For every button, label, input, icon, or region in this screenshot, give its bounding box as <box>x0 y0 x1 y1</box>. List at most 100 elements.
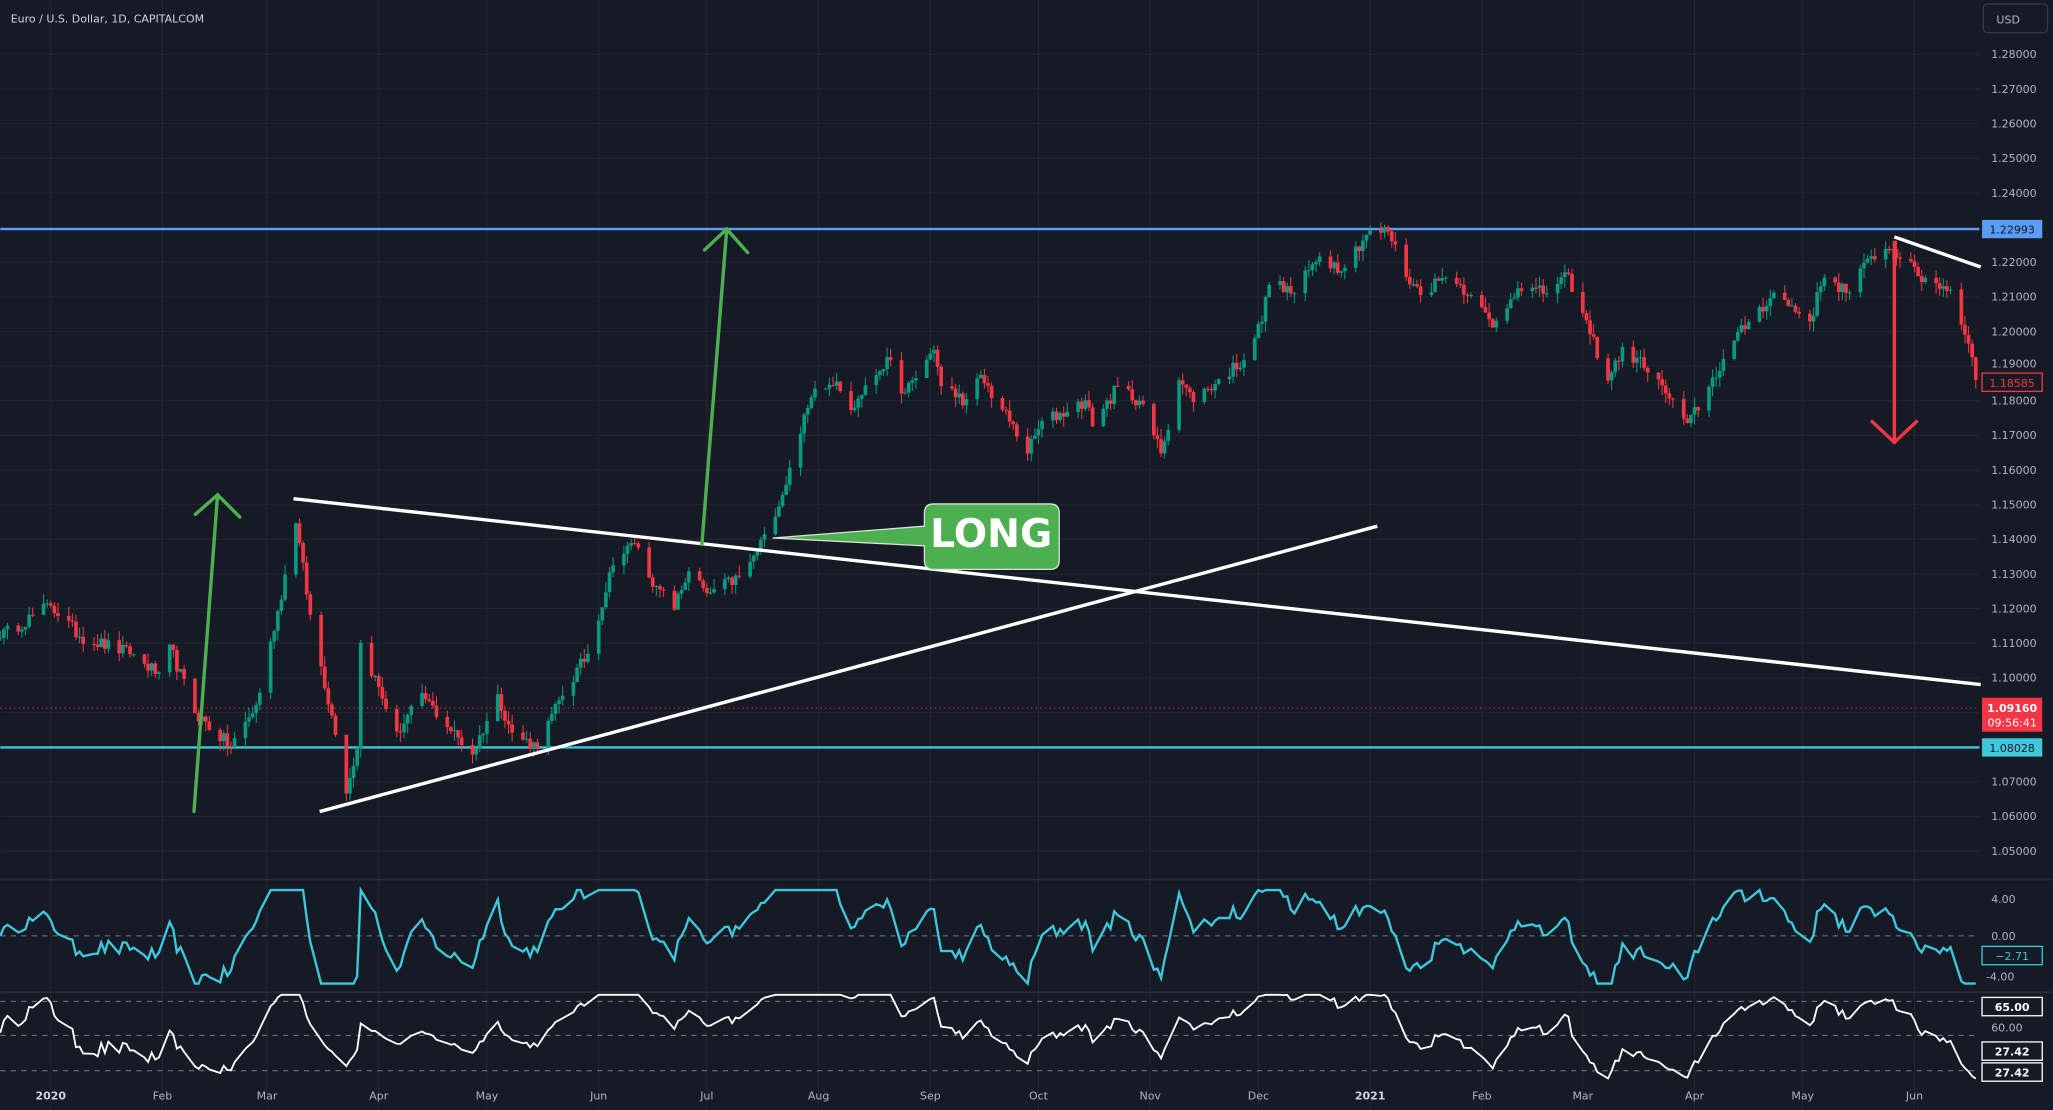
candle <box>149 662 154 676</box>
candle <box>1112 385 1117 409</box>
candle <box>1732 340 1737 361</box>
candle <box>495 684 500 722</box>
candle <box>1555 276 1560 304</box>
candle <box>503 705 507 729</box>
candle <box>1040 417 1044 438</box>
candle <box>1822 274 1827 292</box>
candle <box>885 347 889 377</box>
candle <box>77 627 82 644</box>
candle <box>1267 282 1272 298</box>
candle <box>485 712 489 744</box>
candle <box>553 701 558 721</box>
candle <box>874 369 879 394</box>
candle <box>928 348 933 361</box>
candle <box>831 376 835 387</box>
candle <box>1353 241 1358 273</box>
candle <box>1216 378 1221 386</box>
candle <box>632 536 637 546</box>
candle <box>225 724 230 757</box>
candle <box>1260 315 1264 333</box>
candle <box>66 607 71 629</box>
candle <box>358 639 363 758</box>
candle <box>1909 252 1913 263</box>
candle <box>1793 303 1798 314</box>
candle <box>1541 279 1545 303</box>
candle <box>1530 283 1535 298</box>
candle <box>16 623 21 636</box>
svg-text:27.42: 27.42 <box>1995 1046 2030 1059</box>
candle <box>1790 297 1794 307</box>
candle <box>351 757 356 788</box>
candle <box>207 715 212 732</box>
candle <box>1739 319 1744 334</box>
candle <box>524 731 529 744</box>
candle <box>394 704 399 738</box>
candle <box>1133 399 1138 411</box>
price-tick: 1.16000 <box>1991 464 2036 477</box>
candle <box>1811 307 1816 332</box>
candle <box>182 664 186 686</box>
candle <box>924 355 929 379</box>
candle <box>1660 369 1664 396</box>
oscillator2-line[interactable] <box>0 993 1977 1080</box>
candle <box>153 660 158 678</box>
candle <box>1015 422 1019 442</box>
candle <box>1620 342 1625 368</box>
candle <box>654 585 659 597</box>
candle <box>1155 427 1160 448</box>
candle <box>1537 276 1542 297</box>
bar-countdown: 09:56:41 <box>1987 716 2036 729</box>
candle <box>978 370 983 379</box>
candle <box>1609 370 1614 390</box>
candle <box>1923 275 1928 285</box>
price-tick: 1.14000 <box>1991 533 2036 546</box>
currency-button[interactable]: USD <box>1982 3 2049 34</box>
candle <box>1115 376 1120 387</box>
price-tick: 1.27000 <box>1991 83 2036 96</box>
candle <box>1436 276 1441 282</box>
current-price-tag: 1.09160 09:56:41 <box>1982 697 2043 732</box>
candle <box>1242 353 1246 377</box>
arrow-up-icon[interactable] <box>700 226 750 547</box>
ascending-trendline[interactable] <box>319 524 1378 814</box>
time-axis[interactable]: 2020 Feb Mar Apr May Jun Jul Aug Sep Oct Nov Dec 202… <box>35 1090 1923 1103</box>
candle <box>1808 309 1812 331</box>
candle <box>157 670 161 680</box>
candle <box>1490 317 1495 329</box>
long-callout[interactable]: LONG <box>772 503 1060 571</box>
short-trendline[interactable] <box>1893 235 1982 269</box>
candle <box>611 557 615 578</box>
candle <box>355 747 359 771</box>
candle <box>1440 267 1445 285</box>
price-axis[interactable]: 1.28000 1.27000 1.26000 1.25000 1.24000 1.220… <box>1991 48 2036 858</box>
candle <box>1079 397 1084 420</box>
candle <box>276 609 280 641</box>
candle <box>1667 388 1672 406</box>
candle <box>1735 327 1740 343</box>
candle <box>203 715 208 732</box>
candle <box>131 653 136 658</box>
arrow-up-icon[interactable] <box>192 492 242 814</box>
candle <box>445 710 450 735</box>
candle <box>510 714 514 742</box>
candle <box>1307 259 1311 278</box>
candle <box>1087 390 1091 412</box>
oscillator1-line[interactable] <box>0 886 1976 987</box>
candle <box>41 594 46 616</box>
candle <box>1458 278 1463 289</box>
candle <box>852 400 857 413</box>
candle <box>124 641 129 649</box>
candle <box>128 642 132 658</box>
candle <box>856 394 861 417</box>
arrow-down-icon[interactable] <box>1870 240 1919 445</box>
candle <box>582 648 587 668</box>
candle <box>449 726 453 734</box>
candle <box>474 745 478 761</box>
candle <box>860 394 864 408</box>
candle <box>1382 224 1387 239</box>
candle <box>1389 228 1394 248</box>
candle <box>964 392 969 414</box>
candle <box>1966 326 1971 353</box>
candle <box>257 688 262 711</box>
